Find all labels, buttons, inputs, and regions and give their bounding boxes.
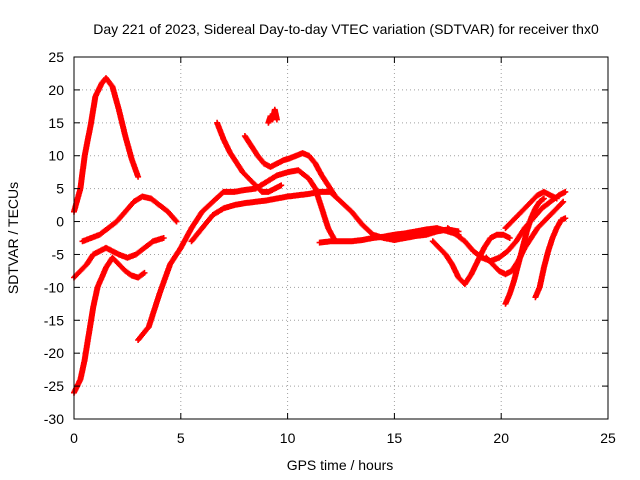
series-arc-14 bbox=[502, 188, 560, 232]
plus-markers bbox=[241, 133, 338, 199]
series-arc-2 bbox=[71, 254, 148, 396]
y-tick-label: 25 bbox=[48, 49, 64, 65]
series-arc-1 bbox=[71, 75, 142, 215]
y-tick-label: 10 bbox=[48, 148, 64, 164]
plus-markers bbox=[316, 225, 462, 246]
y-tick-label: -20 bbox=[44, 345, 64, 361]
y-tick-label: -10 bbox=[44, 279, 64, 295]
series-arc-8 bbox=[241, 133, 338, 199]
x-tick-label: 15 bbox=[387, 430, 403, 446]
x-tick-label: 20 bbox=[493, 430, 509, 446]
grid bbox=[74, 57, 608, 419]
y-tick-label: -15 bbox=[44, 312, 64, 328]
series-arc-10 bbox=[316, 225, 462, 246]
y-tick-label: 20 bbox=[48, 82, 64, 98]
x-tick-label: 5 bbox=[177, 430, 185, 446]
series-arc-9 bbox=[265, 106, 280, 126]
y-tick-label: -30 bbox=[44, 411, 64, 427]
plus-markers bbox=[502, 195, 547, 307]
x-tick-label: 25 bbox=[600, 430, 616, 446]
plus-markers bbox=[214, 119, 285, 195]
series-arc-16 bbox=[532, 215, 569, 301]
plus-markers bbox=[265, 106, 280, 126]
series-arc-15 bbox=[502, 195, 547, 307]
y-tick-label: -25 bbox=[44, 378, 64, 394]
series-arc-5 bbox=[135, 167, 338, 343]
series-arc-4 bbox=[79, 193, 180, 245]
y-tick-label: -5 bbox=[52, 246, 65, 262]
y-tick-label: 0 bbox=[56, 214, 64, 230]
plot-frame bbox=[73, 56, 609, 420]
series-arc-7 bbox=[214, 119, 285, 195]
plus-markers bbox=[502, 188, 560, 232]
series-arc-6 bbox=[188, 188, 462, 245]
plus-markers bbox=[135, 167, 338, 343]
x-axis-label: GPS time / hours bbox=[287, 457, 394, 473]
x-tick-label: 0 bbox=[70, 430, 78, 446]
plus-markers bbox=[71, 254, 148, 396]
y-axis-label: SDTVAR / TECUs bbox=[5, 182, 21, 294]
y-tick-label: 15 bbox=[48, 115, 64, 131]
plus-markers bbox=[79, 193, 180, 245]
chart-title: Day 221 of 2023, Sidereal Day-to-day VTE… bbox=[93, 21, 599, 37]
data-points bbox=[71, 75, 569, 396]
plus-markers bbox=[71, 75, 142, 215]
plus-markers bbox=[188, 188, 462, 245]
x-tick-label: 10 bbox=[280, 430, 296, 446]
y-tick-label: 5 bbox=[56, 181, 64, 197]
axis-ticks: 0 5 10 15 20 25 -30 -25 -20 -15 -10 -5 0 5 10 15 20 25 bbox=[44, 49, 616, 446]
plus-markers bbox=[532, 215, 569, 301]
